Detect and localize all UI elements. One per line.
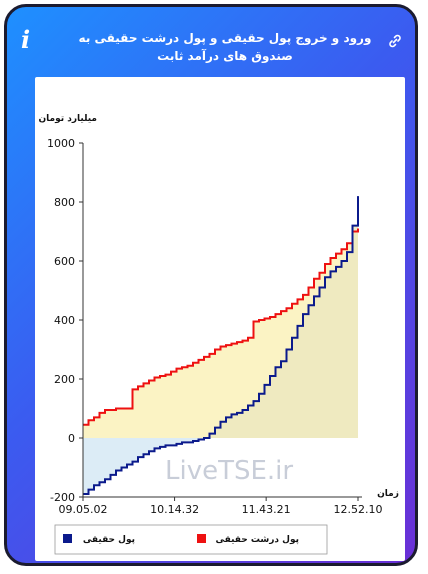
watermark: LiveTSE.ir: [165, 456, 293, 486]
y-tick-label: 1000: [47, 137, 75, 150]
y-tick-label: 600: [54, 255, 75, 268]
x-tick-label: 09.05.02: [59, 503, 108, 516]
chart-card: ورود و خروج پول حقیقی و پول درشت حقیقی ب…: [4, 4, 418, 566]
x-tick-label: 12.52.10: [334, 503, 383, 516]
legend-item-real-money[interactable]: پول حقیقی: [63, 534, 135, 545]
y-tick-label: 400: [54, 314, 75, 327]
series-line-0: [83, 228, 359, 426]
link-icon[interactable]: [387, 33, 403, 49]
chart-panel: میلیارد تومان زمان LiveTSE.ir 1000 800 600…: [35, 77, 405, 561]
x-tick-label: 11.43.21: [242, 503, 291, 516]
x-axis-label: زمان: [377, 489, 399, 499]
legend-swatch-big-real-money: [197, 534, 206, 543]
series-line-1: [83, 196, 359, 496]
card-header: ورود و خروج پول حقیقی و پول درشت حقیقی ب…: [7, 7, 415, 75]
legend-label-real-money: پول حقیقی: [83, 535, 135, 545]
y-tick-label: -200: [50, 491, 75, 504]
legend-swatch-real-money: [63, 534, 72, 543]
chart-title: ورود و خروج پول حقیقی و پول درشت حقیقی ب…: [78, 31, 372, 63]
x-tick-label: 10.14.32: [150, 503, 199, 516]
series-area-1: [83, 196, 358, 495]
y-tick-label: 800: [54, 196, 75, 209]
y-tick-label: 0: [68, 432, 75, 445]
legend-label-big-real-money: پول درشت حقیقی: [216, 535, 300, 545]
y-tick-label: 200: [54, 373, 75, 386]
legend: پول حقیقی پول درشت حقیقی: [54, 524, 328, 555]
y-axis-label: میلیارد تومان: [38, 114, 97, 124]
info-icon[interactable]: i: [21, 25, 31, 54]
negative-area: [83, 438, 358, 495]
chart-svg: میلیارد تومان زمان LiveTSE.ir 1000 800 600…: [38, 114, 399, 555]
legend-item-big-real-money[interactable]: پول درشت حقیقی: [197, 534, 299, 545]
